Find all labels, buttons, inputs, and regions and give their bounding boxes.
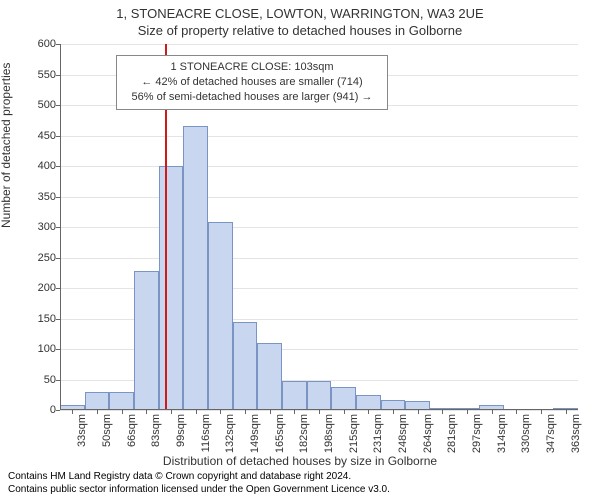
x-tick-label: 50sqm [101,414,113,447]
x-tick [541,410,542,414]
y-tick-label: 150 [38,313,56,325]
footer: Contains HM Land Registry data © Crown c… [8,470,390,496]
x-axis-label: Distribution of detached houses by size … [0,454,600,468]
chart-container: 1, STONEACRE CLOSE, LOWTON, WARRINGTON, … [0,0,600,500]
x-tick-label: 231sqm [372,414,384,453]
x-tick-label: 182sqm [298,414,310,453]
y-tick-label: 0 [50,404,56,416]
x-tick [171,410,172,414]
x-tick-label: 264sqm [422,414,434,453]
y-axis-label: Number of detached properties [0,63,13,228]
x-tick [97,410,98,414]
x-tick-label: 116sqm [200,414,212,452]
annotation-line1: 1 STONEACRE CLOSE: 103sqm [125,60,379,75]
x-tick [393,410,394,414]
x-tick-label: 66sqm [126,414,138,447]
x-tick-label: 149sqm [249,414,261,453]
x-tick-label: 330sqm [520,414,532,453]
x-tick [566,410,567,414]
x-tick [270,410,271,414]
x-tick-label: 132sqm [224,414,236,453]
y-tick-label: 500 [38,99,56,111]
y-tick-label: 350 [38,191,56,203]
x-tick [220,410,221,414]
x-tick [146,410,147,414]
y-tick-label: 200 [38,282,56,294]
x-tick [245,410,246,414]
x-tick [442,410,443,414]
x-tick-label: 314sqm [496,414,508,453]
title-subtitle: Size of property relative to detached ho… [0,23,600,38]
x-tick [418,410,419,414]
y-tick-label: 50 [44,374,56,386]
footer-line1: Contains HM Land Registry data © Crown c… [8,470,390,483]
x-tick [294,410,295,414]
y-tick-label: 550 [38,69,56,81]
x-tick [196,410,197,414]
annotation-line2: ← 42% of detached houses are smaller (71… [125,75,379,90]
x-tick [492,410,493,414]
x-tick [467,410,468,414]
x-tick-label: 165sqm [274,414,286,453]
x-tick [344,410,345,414]
title-address: 1, STONEACRE CLOSE, LOWTON, WARRINGTON, … [0,6,600,21]
x-tick [72,410,73,414]
title-block: 1, STONEACRE CLOSE, LOWTON, WARRINGTON, … [0,6,600,38]
x-tick-label: 198sqm [323,414,335,453]
annotation-line3: 56% of semi-detached houses are larger (… [125,90,379,105]
x-tick-label: 363sqm [570,414,582,453]
x-tick-label: 281sqm [446,414,458,453]
x-tick [319,410,320,414]
x-tick-label: 347sqm [545,414,557,453]
x-tick-label: 215sqm [348,414,360,453]
x-tick [516,410,517,414]
x-tick-label: 297sqm [471,414,483,453]
x-tick-label: 99sqm [175,414,187,447]
y-tick-label: 450 [38,130,56,142]
footer-line2: Contains public sector information licen… [8,483,390,496]
x-tick-label: 33sqm [76,414,88,447]
y-tick-label: 250 [38,252,56,264]
x-tick [122,410,123,414]
annotation-box: 1 STONEACRE CLOSE: 103sqm ← 42% of detac… [116,55,388,110]
x-tick [368,410,369,414]
y-tick-label: 100 [38,343,56,355]
x-tick-label: 248sqm [397,414,409,453]
y-tick-label: 600 [38,38,56,50]
y-tick-label: 300 [38,221,56,233]
y-tick-label: 400 [38,160,56,172]
x-tick-label: 83sqm [150,414,162,447]
y-tick [56,410,60,411]
